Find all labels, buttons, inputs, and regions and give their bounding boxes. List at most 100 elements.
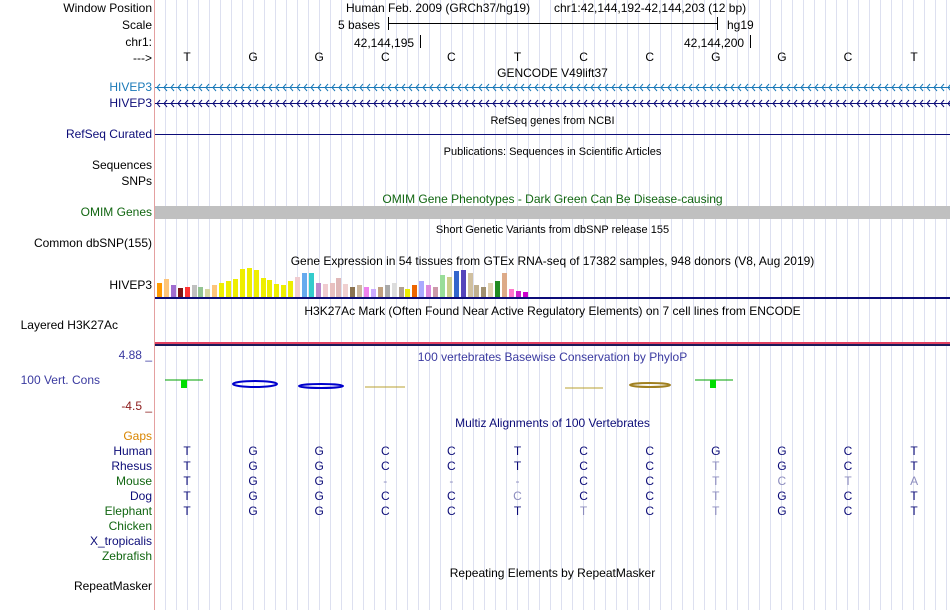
gtex-tissue-bar[interactable]: [191, 285, 197, 297]
gtex-tissue-bar[interactable]: [260, 278, 266, 297]
gtex-tissue-bar[interactable]: [205, 289, 211, 297]
label-gtex[interactable]: HIVEP3: [109, 278, 152, 292]
gtex-tissue-bar[interactable]: [336, 278, 342, 297]
label-gencode-1[interactable]: HIVEP3: [109, 80, 152, 94]
label-omim[interactable]: OMIM Genes: [80, 205, 152, 219]
gtex-tissue-bar[interactable]: [370, 289, 376, 297]
gtex-tissue-bar[interactable]: [391, 283, 397, 297]
gtex-tissue-bar[interactable]: [267, 280, 273, 297]
gtex-tissue-bar[interactable]: [446, 277, 452, 297]
gtex-tissue-bar[interactable]: [350, 287, 356, 297]
alignment-base: T: [910, 444, 918, 458]
gtex-tissue-bar[interactable]: [295, 277, 300, 297]
gtex-tissue-bar[interactable]: [329, 283, 335, 297]
gtex-tissue-bar[interactable]: [481, 287, 487, 297]
label-cons[interactable]: 100 Vert. Cons: [20, 373, 100, 387]
alignment-base: -: [449, 474, 454, 488]
gtex-tissue-bar[interactable]: [405, 289, 411, 297]
species-label[interactable]: Elephant: [104, 504, 152, 518]
alignment-base: T: [183, 474, 191, 488]
species-label[interactable]: X_tropicalis: [89, 534, 152, 548]
gtex-tissue-bar[interactable]: [426, 285, 432, 297]
gtex-tissue-bar[interactable]: [246, 268, 252, 297]
alignment-base: C: [645, 504, 655, 518]
gtex-tissue-bar[interactable]: [322, 284, 328, 297]
label-sequences[interactable]: Sequences: [91, 158, 152, 172]
alignment-base: C: [645, 489, 655, 503]
label-h3k27ac[interactable]: Layered H3K27Ac: [20, 318, 118, 332]
gtex-tissue-bar[interactable]: [433, 287, 438, 297]
species-label[interactable]: Mouse: [115, 474, 152, 488]
gtex-tissue-bar[interactable]: [288, 281, 294, 297]
pubs-title: Publications: Sequences in Scientific Ar…: [443, 146, 662, 158]
gtex-tissue-bar[interactable]: [301, 273, 307, 297]
alignment-base: T: [712, 489, 720, 503]
gtex-tissue-bar[interactable]: [170, 285, 176, 297]
alignment-base: C: [645, 444, 655, 458]
gtex-tissue-bar[interactable]: [419, 281, 425, 297]
gtex-tissue-bar[interactable]: [232, 279, 238, 297]
alignment-base: T: [183, 489, 191, 503]
species-label[interactable]: Rhesus: [111, 459, 152, 473]
label-gaps[interactable]: Gaps: [123, 429, 152, 443]
gtex-tissue-bar[interactable]: [467, 273, 473, 297]
gtex-tissue-bar[interactable]: [281, 285, 287, 297]
gtex-tissue-bar[interactable]: [522, 292, 528, 297]
alignment-base: G: [777, 459, 787, 473]
label-snps[interactable]: SNPs: [121, 174, 152, 188]
h3k27ac-signal-red[interactable]: [155, 342, 950, 344]
species-label[interactable]: Chicken: [108, 519, 152, 533]
species-label[interactable]: Dog: [129, 489, 152, 503]
gtex-tissue-bar[interactable]: [198, 287, 204, 297]
gtex-tissue-bar[interactable]: [412, 285, 418, 297]
label-strand[interactable]: --->: [133, 51, 152, 65]
refseq-gene-line[interactable]: [155, 134, 950, 135]
gtex-tissue-bar[interactable]: [274, 284, 280, 297]
gtex-tissue-bar[interactable]: [239, 269, 245, 297]
label-repeatmasker[interactable]: RepeatMasker: [73, 579, 152, 593]
gtex-tissue-bar[interactable]: [219, 283, 225, 297]
gtex-tissue-bar[interactable]: [364, 287, 369, 297]
gtex-tissue-bar[interactable]: [515, 291, 521, 297]
gtex-tissue-bar[interactable]: [226, 281, 231, 297]
label-gencode-2[interactable]: HIVEP3: [109, 96, 152, 110]
label-common-snp[interactable]: Common dbSNP(155): [33, 236, 152, 250]
ruler-tick-1: [420, 35, 421, 48]
gtex-tissue-bar[interactable]: [377, 287, 383, 297]
gtex-tissue-bar[interactable]: [184, 287, 190, 297]
alignment-base: T: [712, 504, 720, 518]
gtex-tissue-bar[interactable]: [357, 285, 363, 297]
gtex-tissue-bar[interactable]: [398, 287, 404, 297]
gtex-tissue-bar[interactable]: [253, 270, 259, 297]
gtex-tissue-bar[interactable]: [474, 285, 480, 297]
gtex-tissue-bar[interactable]: [502, 273, 507, 297]
omim-gene-bar[interactable]: [155, 206, 950, 219]
gtex-tissue-bar[interactable]: [460, 270, 466, 297]
species-label[interactable]: Human: [113, 444, 152, 458]
gtex-tissue-bar[interactable]: [453, 271, 459, 297]
alignment-base: C: [380, 489, 390, 503]
gtex-tissue-bar[interactable]: [308, 273, 314, 297]
phylop-conservation-logo[interactable]: [155, 370, 950, 400]
alignment-base: A: [910, 474, 919, 488]
alignment-base: G: [248, 504, 258, 518]
alignment-base: C: [447, 504, 456, 518]
gtex-tissue-bar[interactable]: [384, 285, 390, 297]
gtex-tissue-bar[interactable]: [177, 288, 183, 297]
alignment-base: T: [513, 444, 522, 458]
gtex-tissue-bar[interactable]: [439, 275, 445, 297]
alignment-base: C: [645, 459, 655, 473]
label-refseq[interactable]: RefSeq Curated: [65, 127, 152, 141]
alignment-base: T: [183, 444, 191, 458]
gtex-tissue-bar[interactable]: [212, 285, 218, 297]
label-window-position: Window Position: [63, 1, 152, 15]
species-label[interactable]: Zebrafish: [101, 549, 152, 563]
gtex-tissue-bar[interactable]: [315, 283, 321, 297]
gtex-tissue-bar[interactable]: [157, 283, 162, 297]
gtex-tissue-bar[interactable]: [495, 281, 501, 297]
gtex-tissue-bar[interactable]: [488, 283, 494, 297]
gtex-tissue-bar[interactable]: [508, 289, 514, 297]
gtex-tissue-bar[interactable]: [163, 279, 169, 297]
alignment-base: C: [380, 459, 390, 473]
gtex-tissue-bar[interactable]: [343, 284, 349, 297]
